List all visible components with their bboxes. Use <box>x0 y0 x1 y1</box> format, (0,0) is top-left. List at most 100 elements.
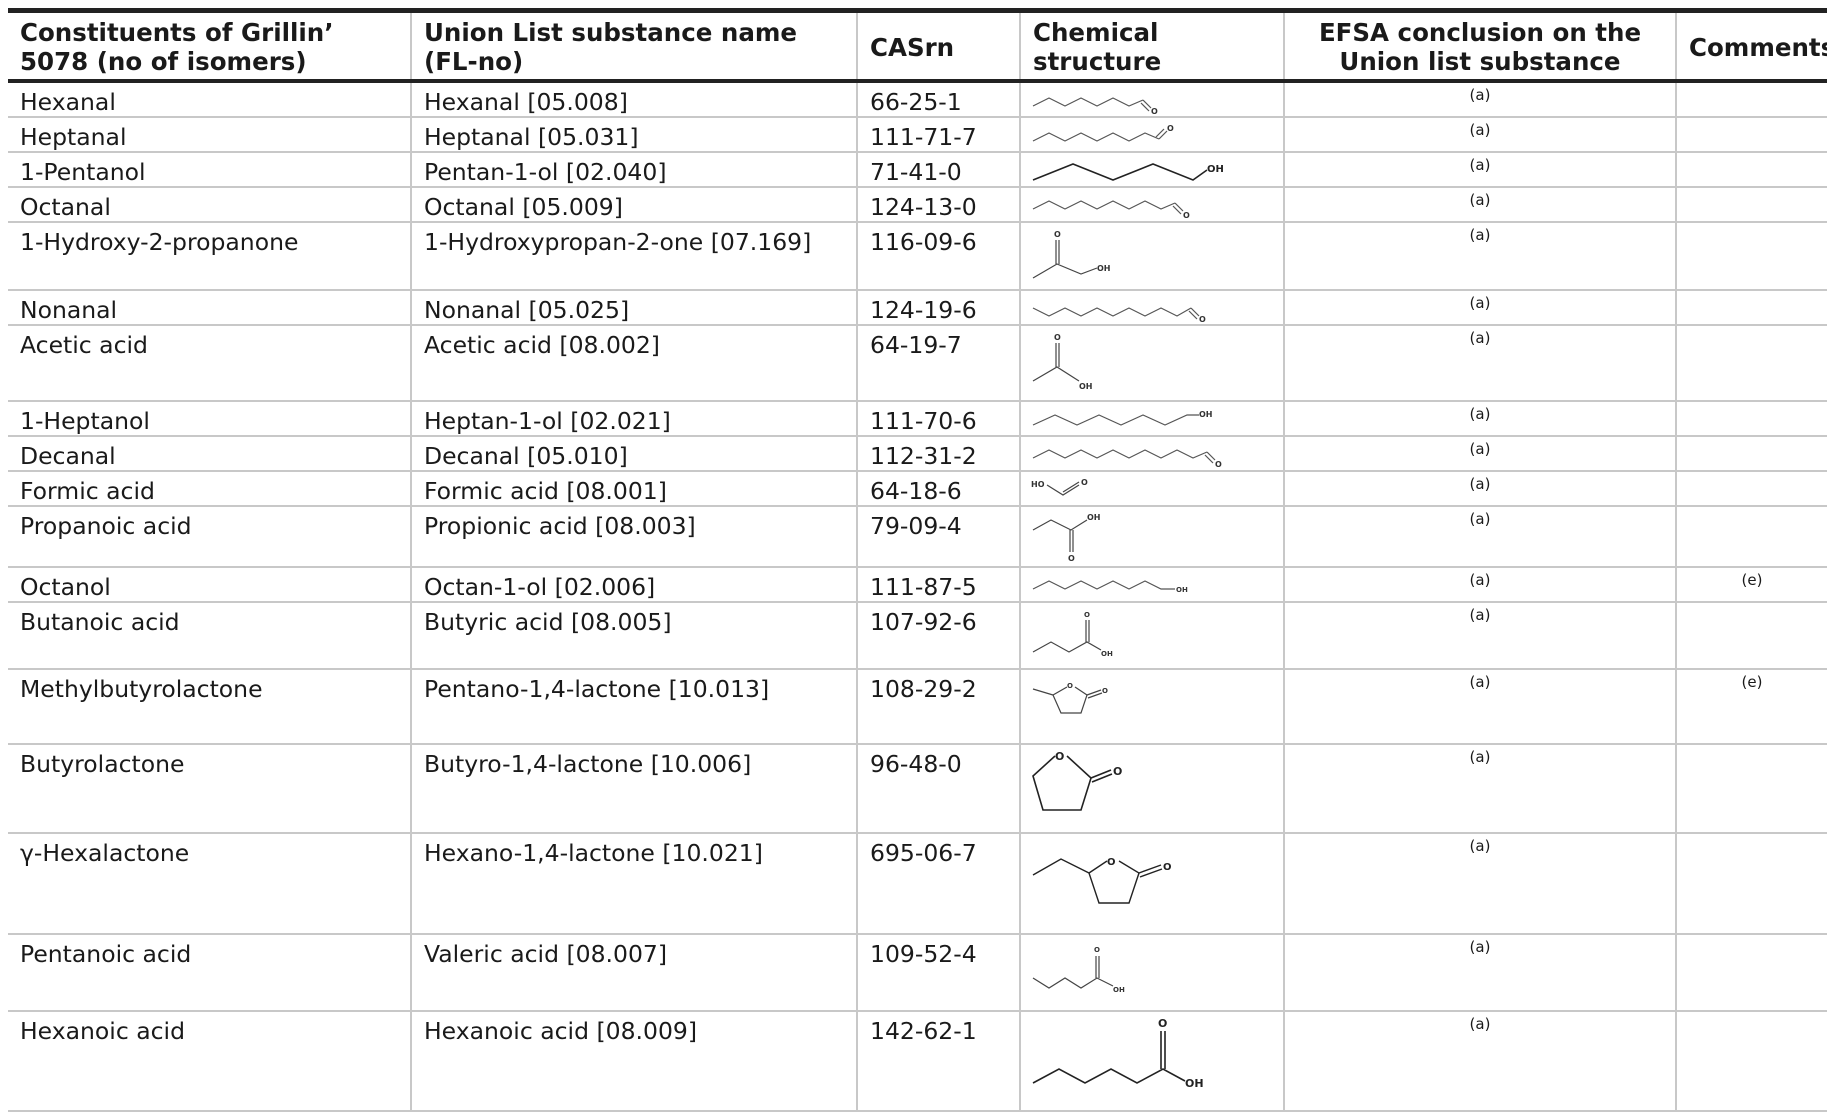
constituent-cell: Octanal <box>8 187 411 223</box>
comments-cell <box>1675 602 1827 670</box>
header-efsa: EFSA conclusion on the Union list substa… <box>1283 10 1676 83</box>
union-name-cell: Hexanoic acid [08.009] <box>410 1011 857 1112</box>
casrn-cell: 64-19-7 <box>856 325 1020 402</box>
casrn-cell: 108-29-2 <box>856 669 1020 745</box>
union-name-cell: Propionic acid [08.003] <box>410 506 857 568</box>
structure-cell: O O <box>1019 833 1284 935</box>
header-casrn: CASrn <box>856 10 1020 83</box>
oxygen-label: O <box>1113 765 1122 778</box>
comments-cell: (e) <box>1675 669 1827 745</box>
constituent-cell: Hexanal <box>8 81 411 118</box>
casrn-cell: 111-71-7 <box>856 117 1020 153</box>
casrn-cell: 96-48-0 <box>856 744 1020 834</box>
table-row: γ-Hexalactone Hexano-1,4-lactone [10.021… <box>8 833 1827 935</box>
union-name-cell: Acetic acid [08.002] <box>410 325 857 402</box>
oxygen-label: O <box>1054 230 1061 239</box>
hydroxyl-label: OH <box>1097 264 1111 273</box>
oxygen-label: O <box>1167 124 1174 133</box>
oxygen-label: O <box>1163 862 1172 873</box>
efsa-cell: (a) <box>1283 152 1676 188</box>
structure-cell: O O <box>1019 669 1284 745</box>
efsa-cell: (a) <box>1283 222 1676 291</box>
union-name-cell: 1-Hydroxypropan-2-one [07.169] <box>410 222 857 291</box>
structure-cell: OH O <box>1019 506 1284 568</box>
hydroxyl-label: OH <box>1199 410 1213 419</box>
table-row: Hexanoic acid Hexanoic acid [08.009] 142… <box>8 1011 1827 1112</box>
efsa-cell: (a) <box>1283 117 1676 153</box>
union-name-cell: Octan-1-ol [02.006] <box>410 567 857 603</box>
table-row: Octanal Octanal [05.009] 124-13-0 O (a) <box>8 187 1827 223</box>
table-header-row: Constituents of Grillin’ 5078 (no of iso… <box>8 10 1827 83</box>
union-name-cell: Decanal [05.010] <box>410 436 857 472</box>
header-comments: Comments <box>1675 10 1827 83</box>
constituent-cell: Formic acid <box>8 471 411 507</box>
header-constituent: Constituents of Grillin’ 5078 (no of iso… <box>8 10 411 83</box>
union-name-cell: Pentano-1,4-lactone [10.013] <box>410 669 857 745</box>
comments-cell <box>1675 833 1827 935</box>
structure-cell: O <box>1019 187 1284 223</box>
methylbutyrolactone-structure: O O <box>1032 682 1108 714</box>
butanoic-acid-structure: O OH <box>1032 611 1113 658</box>
hydroxyl-label: OH <box>1113 986 1125 994</box>
comments-cell <box>1675 81 1827 118</box>
butyrolactone-structure: O O <box>1032 750 1122 811</box>
acetic-acid-structure: O OH <box>1032 333 1093 391</box>
comments-cell: (e) <box>1675 567 1827 603</box>
table-row: Octanol Octan-1-ol [02.006] 111-87-5 OH … <box>8 567 1827 603</box>
table-row: Formic acid Formic acid [08.001] 64-18-6… <box>8 471 1827 507</box>
casrn-cell: 124-13-0 <box>856 187 1020 223</box>
casrn-cell: 142-62-1 <box>856 1011 1020 1112</box>
efsa-cell: (a) <box>1283 81 1676 118</box>
structure-cell: HO O <box>1019 471 1284 507</box>
constituent-cell: Hexanoic acid <box>8 1011 411 1112</box>
efsa-cell: (a) <box>1283 506 1676 568</box>
constituent-cell: Methylbutyrolactone <box>8 669 411 745</box>
comments-cell <box>1675 187 1827 223</box>
table-row: Decanal Decanal [05.010] 112-31-2 O (a) <box>8 436 1827 472</box>
heptanol-structure: OH <box>1032 410 1213 426</box>
oxygen-label: O <box>1199 315 1206 324</box>
decanal-structure: O <box>1032 449 1222 469</box>
structure-cell: O OH <box>1019 1011 1284 1112</box>
casrn-cell: 111-87-5 <box>856 567 1020 603</box>
structure-cell: O <box>1019 81 1284 118</box>
constituent-cell: Butyrolactone <box>8 744 411 834</box>
comments-cell <box>1675 471 1827 507</box>
oxygen-label: O <box>1081 478 1088 487</box>
comments-cell <box>1675 290 1827 326</box>
efsa-cell: (a) <box>1283 401 1676 437</box>
table-row: Heptanal Heptanal [05.031] 111-71-7 O (a… <box>8 117 1827 153</box>
header-structure: Chemical structure <box>1019 10 1284 83</box>
hydroxyl-label: OH <box>1176 586 1188 594</box>
efsa-cell: (a) <box>1283 471 1676 507</box>
table-row: Hexanal Hexanal [05.008] 66-25-1 O (a) <box>8 81 1827 118</box>
table-row: Butyrolactone Butyro-1,4-lactone [10.006… <box>8 744 1827 834</box>
comments-cell <box>1675 1011 1827 1112</box>
casrn-cell: 695-06-7 <box>856 833 1020 935</box>
comments-cell <box>1675 934 1827 1012</box>
hydroxyl-label: OH <box>1101 650 1113 658</box>
comments-cell <box>1675 117 1827 153</box>
casrn-cell: 111-70-6 <box>856 401 1020 437</box>
structure-cell: OH <box>1019 567 1284 603</box>
efsa-cell: (a) <box>1283 187 1676 223</box>
structure-cell: O OH <box>1019 222 1284 291</box>
hydroxyl-label: OH <box>1087 513 1101 522</box>
document-page: Constituents of Grillin’ 5078 (no of iso… <box>8 8 1827 1112</box>
hydroxyl-label: OH <box>1207 164 1224 175</box>
comments-cell <box>1675 222 1827 291</box>
table-row: Pentanoic acid Valeric acid [08.007] 109… <box>8 934 1827 1012</box>
pentanol-structure: OH <box>1032 163 1224 181</box>
casrn-cell: 71-41-0 <box>856 152 1020 188</box>
constituent-cell: γ-Hexalactone <box>8 833 411 935</box>
union-name-cell: Hexano-1,4-lactone [10.021] <box>410 833 857 935</box>
table-row: Propanoic acid Propionic acid [08.003] 7… <box>8 506 1827 568</box>
union-name-cell: Nonanal [05.025] <box>410 290 857 326</box>
structure-cell: O <box>1019 290 1284 326</box>
structure-cell: OH <box>1019 152 1284 188</box>
propanoic-acid-structure: OH O <box>1032 513 1101 563</box>
comments-cell <box>1675 506 1827 568</box>
constituent-cell: Octanol <box>8 567 411 603</box>
union-name-cell: Valeric acid [08.007] <box>410 934 857 1012</box>
union-name-cell: Butyro-1,4-lactone [10.006] <box>410 744 857 834</box>
